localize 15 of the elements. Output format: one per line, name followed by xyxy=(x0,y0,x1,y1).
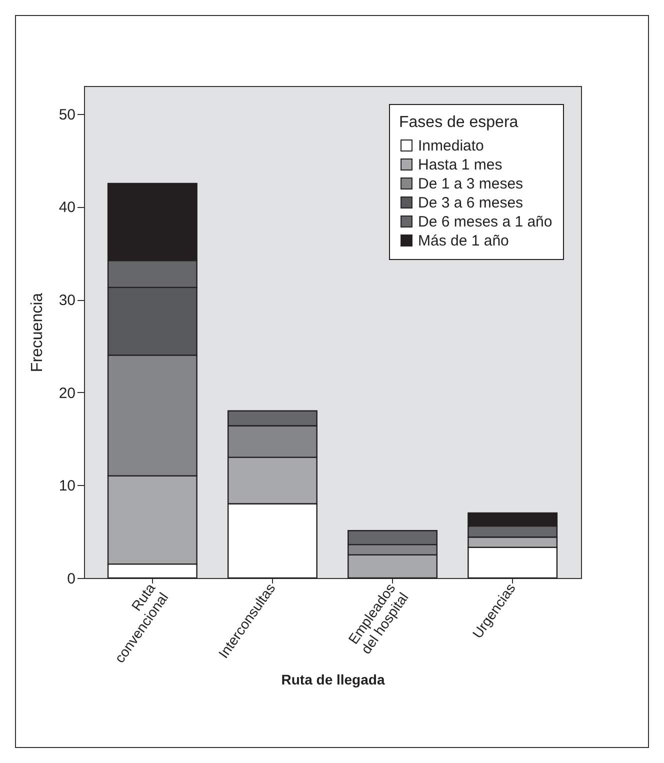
y-tick-label: 10 xyxy=(58,478,76,495)
legend-label: Inmediato xyxy=(418,138,484,154)
legend-label: De 6 meses a 1 año xyxy=(418,214,552,230)
y-tick-label: 40 xyxy=(58,199,76,216)
legend-title: Fases de espera xyxy=(399,114,518,131)
x-axis-title: Ruta de llegada xyxy=(281,672,385,688)
y-tick-label: 20 xyxy=(58,384,76,402)
y-tick-label: 0 xyxy=(67,570,76,588)
y-tick-label: 50 xyxy=(58,106,76,124)
legend-label: De 3 a 6 meses xyxy=(418,194,524,212)
legend-label: Hasta 1 mes xyxy=(418,156,502,174)
y-axis-title: Frecuencia xyxy=(28,292,46,372)
legend-label: De 1 a 3 meses xyxy=(418,176,524,192)
y-tick-label: 30 xyxy=(58,292,76,310)
legend-label: Más de 1 año xyxy=(418,232,509,250)
